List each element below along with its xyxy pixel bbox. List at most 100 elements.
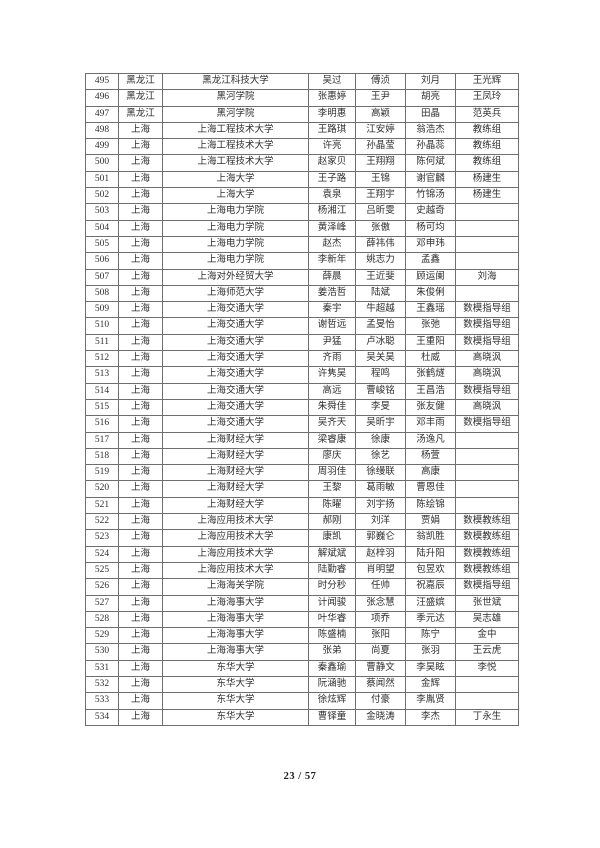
cell-member-3: 张友健 (405, 398, 456, 417)
cell-school: 上海应用技术大学 (162, 545, 309, 563)
cell-member-1: 解斌斌 (308, 545, 356, 563)
cell-row-number: 520 (85, 480, 119, 498)
table-row: 533 上海 东华大学 徐炫辉 付豪 李胤贤 (85, 692, 519, 710)
cell-school: 东华大学 (162, 659, 309, 677)
cell-school: 上海海事大学 (162, 594, 309, 612)
cell-member-3: 邓丰雨 (405, 415, 456, 433)
cell-advisor (455, 447, 519, 466)
table-row: 511 上海 上海交通大学 尹猛 卢冰聪 王重阳 数模指导组 (85, 333, 519, 352)
cell-member-3: 包昱欢 (405, 561, 456, 580)
cell-advisor: 高晓沨 (455, 350, 519, 368)
table-row: 517 上海 上海财经大学 梁睿康 徐康 汤逸凡 (85, 431, 519, 449)
cell-member-2: 曹峻铭 (355, 382, 406, 400)
cell-row-number: 532 (85, 675, 119, 694)
cell-province: 黑龙江 (118, 72, 163, 91)
table-row: 522 上海 上海应用技术大学 郝刚 刘洋 贾娟 数模教练组 (85, 513, 519, 531)
cell-row-number: 502 (85, 187, 119, 205)
cell-member-3: 李杰 (405, 708, 456, 726)
cell-province: 上海 (118, 235, 163, 254)
cell-member-2: 陆斌 (355, 284, 406, 303)
cell-school: 黑河学院 (162, 89, 309, 107)
cell-member-2: 王锦 (355, 170, 406, 189)
cell-member-2: 王近斐 (355, 268, 406, 286)
cell-member-2: 项乔 (355, 610, 406, 629)
cell-member-3: 顾运阑 (405, 268, 456, 286)
cell-row-number: 531 (85, 659, 119, 677)
cell-advisor: 数模指导组 (455, 301, 519, 319)
cell-member-3: 张羽 (405, 643, 456, 661)
cell-advisor: 王云虎 (455, 643, 519, 661)
table-row: 523 上海 上海应用技术大学 康凯 郭巍仑 翁凯胜 数模教练组 (85, 529, 519, 547)
cell-member-1: 郝刚 (308, 513, 356, 531)
table-row: 513 上海 上海交通大学 许隽昊 程鸣 张鹤燧 高晓沨 (85, 366, 519, 384)
cell-member-2: 蔡闻然 (355, 675, 406, 694)
cell-province: 上海 (118, 545, 163, 563)
cell-member-1: 张惠婷 (308, 89, 356, 107)
cell-member-2: 王尹 (355, 89, 406, 107)
cell-school: 上海应用技术大学 (162, 513, 309, 531)
cell-province: 上海 (118, 529, 163, 547)
cell-advisor: 数模指导组 (455, 415, 519, 433)
cell-member-1: 赵家贝 (308, 154, 356, 172)
cell-province: 上海 (118, 138, 163, 156)
cell-advisor (455, 284, 519, 303)
cell-row-number: 516 (85, 415, 119, 433)
cell-row-number: 521 (85, 496, 119, 515)
cell-member-1: 梁睿康 (308, 431, 356, 449)
table-row: 520 上海 上海财经大学 王黎 葛雨敏 曹恩佳 (85, 480, 519, 498)
cell-member-3: 曹恩佳 (405, 480, 456, 498)
cell-advisor (455, 235, 519, 254)
cell-member-3: 陆升阳 (405, 545, 456, 563)
cell-province: 上海 (118, 464, 163, 482)
cell-member-1: 秦鑫瑜 (308, 659, 356, 677)
cell-school: 上海工程技术大学 (162, 154, 309, 172)
table-row: 496 黑龙江 黑河学院 张惠婷 王尹 胡亮 王凤玲 (85, 89, 519, 107)
cell-member-1: 姜浩哲 (308, 284, 356, 303)
cell-member-1: 杨湘江 (308, 203, 356, 221)
cell-row-number: 527 (85, 594, 119, 612)
cell-member-1: 阮涵驰 (308, 675, 356, 694)
cell-member-2: 傅浈 (355, 72, 406, 91)
cell-province: 上海 (118, 350, 163, 368)
cell-advisor (455, 203, 519, 221)
table-row: 504 上海 上海电力学院 黄泽峰 张傲 杨可均 (85, 219, 519, 237)
table-row: 499 上海 上海工程技术大学 许亮 孙晶莹 孙晶蕊 教练组 (85, 138, 519, 156)
cell-member-1: 李明惠 (308, 105, 356, 123)
cell-member-1: 周羽佳 (308, 464, 356, 482)
cell-member-3: 刘月 (405, 72, 456, 91)
cell-member-1: 薛晨 (308, 268, 356, 286)
cell-row-number: 530 (85, 643, 119, 661)
table-row: 527 上海 上海海事大学 计闻骏 张念慧 汪盛嫔 张世斌 (85, 594, 519, 612)
table-row: 534 上海 东华大学 曹铎童 金晓涛 李杰 丁永生 (85, 708, 519, 726)
cell-member-1: 许隽昊 (308, 366, 356, 384)
cell-row-number: 533 (85, 692, 119, 710)
cell-province: 上海 (118, 692, 163, 710)
table-row: 501 上海 上海大学 王子路 王锦 谢官麟 杨建生 (85, 170, 519, 189)
cell-member-3: 陈绘锦 (405, 496, 456, 515)
cell-member-1: 袁泉 (308, 187, 356, 205)
cell-row-number: 507 (85, 268, 119, 286)
cell-member-3: 胡亮 (405, 89, 456, 107)
cell-member-1: 高远 (308, 382, 356, 400)
cell-school: 东华大学 (162, 708, 309, 726)
cell-school: 上海交通大学 (162, 350, 309, 368)
cell-row-number: 515 (85, 398, 119, 417)
table-row: 528 上海 上海海事大学 叶华睿 项乔 季元达 吴志雄 (85, 610, 519, 629)
cell-school: 上海海事大学 (162, 610, 309, 629)
cell-advisor (455, 675, 519, 694)
cell-school: 上海大学 (162, 170, 309, 189)
cell-province: 上海 (118, 659, 163, 677)
table-row: 512 上海 上海交通大学 齐雨 吴关昊 杜威 高晓沨 (85, 350, 519, 368)
cell-member-3: 陈何斌 (405, 154, 456, 172)
cell-member-3: 汤逸凡 (405, 431, 456, 449)
cell-province: 上海 (118, 513, 163, 531)
cell-province: 上海 (118, 333, 163, 352)
table-row: 518 上海 上海财经大学 廖庆 徐艺 杨萱 (85, 447, 519, 466)
cell-member-3: 张鹤燧 (405, 366, 456, 384)
cell-advisor: 金中 (455, 627, 519, 645)
cell-member-3: 杜威 (405, 350, 456, 368)
cell-school: 上海交通大学 (162, 317, 309, 335)
table-row: 497 黑龙江 黑河学院 李明惠 高颖 田晶 范英兵 (85, 105, 519, 123)
cell-member-3: 金辉 (405, 675, 456, 694)
